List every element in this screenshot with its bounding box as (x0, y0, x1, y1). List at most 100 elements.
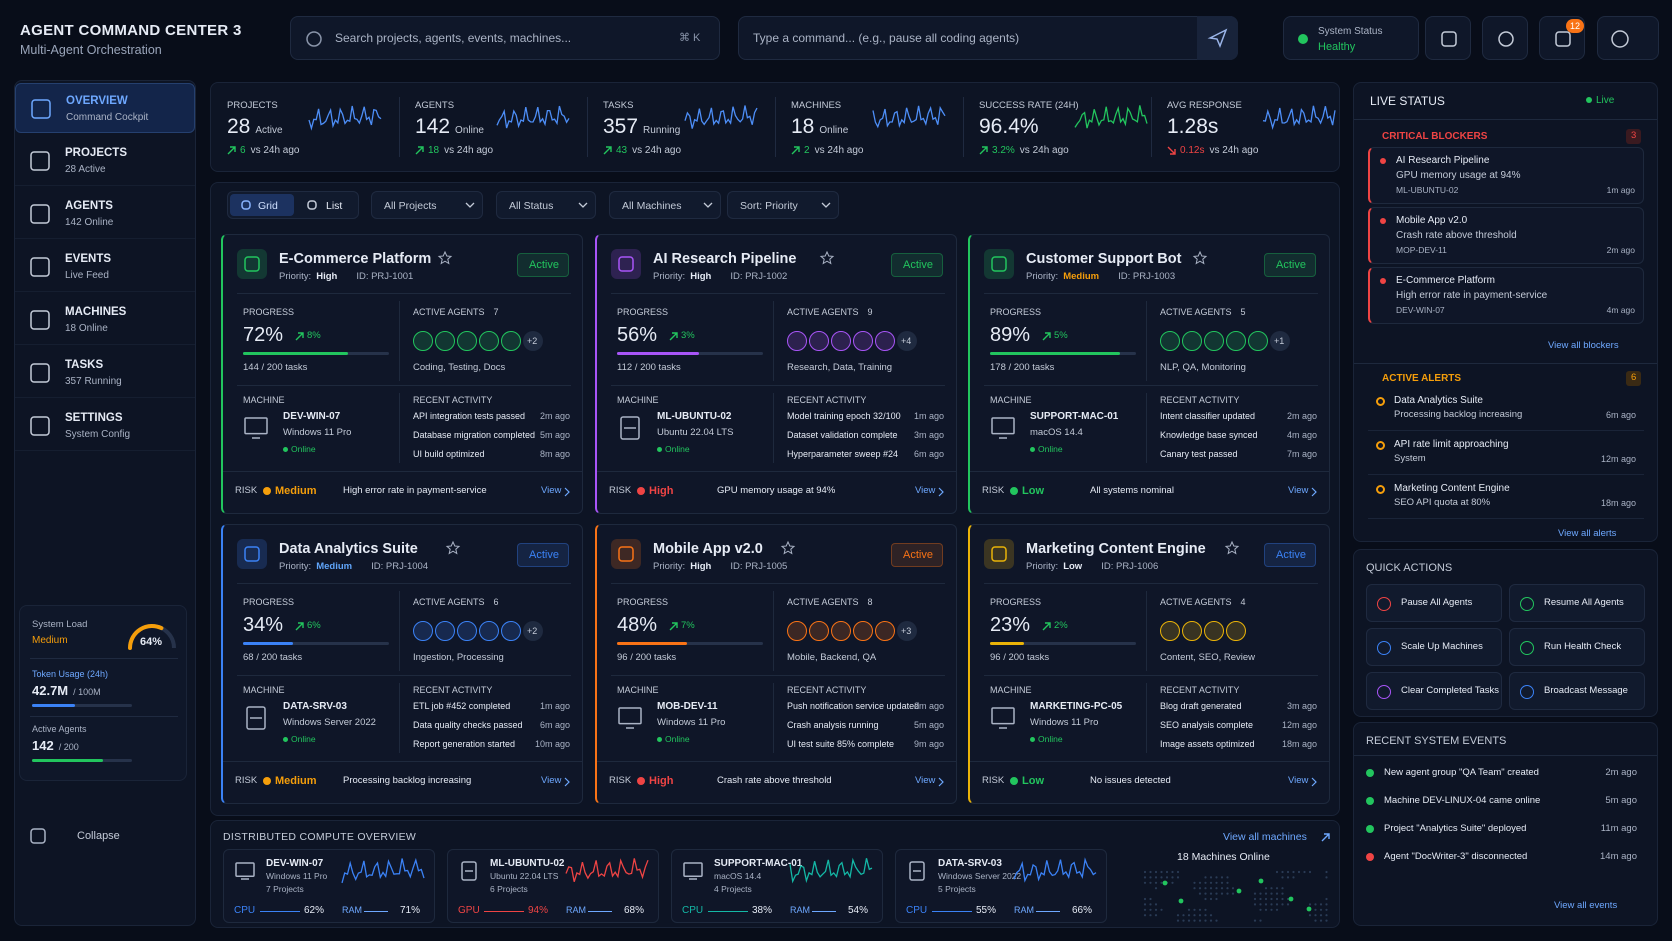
project-card[interactable]: E-Commerce Platform Priority: High ID: PRJ-… (221, 234, 583, 514)
alerts-link[interactable]: View all alerts (1558, 528, 1617, 539)
filter-dropdown[interactable]: All Projects (371, 191, 483, 219)
stat-delta: 3.2% (992, 145, 1015, 156)
machine-card[interactable]: SUPPORT-MAC-01 macOS 14.4 4 Projects CPU 38%… (671, 849, 883, 923)
status-dot (1586, 97, 1592, 103)
activity-label: RECENT ACTIVITY (787, 685, 867, 695)
project-card[interactable]: Mobile App v2.0 Priority: High ID: PRJ-1005… (595, 524, 957, 804)
machine-status: Online (291, 444, 316, 454)
quick-action[interactable]: Clear Completed Tasks (1366, 672, 1502, 710)
nav-item[interactable]: MACHINES 18 Online (15, 295, 195, 345)
risk-label: RISK (982, 775, 1005, 786)
stat-delta-text: vs 24h ago (632, 145, 682, 156)
user-menu[interactable] (1597, 16, 1659, 60)
ram-label: RAM (342, 905, 362, 915)
alert-item[interactable]: API rate limit approaching System 12m ago (1368, 433, 1644, 475)
view-link[interactable]: View (541, 775, 562, 786)
icon-button[interactable] (1482, 16, 1528, 60)
blockers-link[interactable]: View all blockers (1548, 340, 1619, 351)
gauge-label: 64% (140, 636, 163, 648)
quick-action[interactable]: Run Health Check (1509, 628, 1645, 666)
events-link[interactable]: View all events (1554, 900, 1618, 911)
map-dot (1154, 903, 1158, 906)
nav-label: TASKS (65, 359, 104, 371)
map-dot (1220, 881, 1224, 884)
compute-link[interactable]: View all machines (1223, 831, 1307, 843)
divider (773, 683, 774, 753)
filter-dropdown[interactable]: All Machines (609, 191, 721, 219)
icon-shape (1498, 31, 1514, 47)
progress-label: PROGRESS (243, 307, 295, 317)
icon-button[interactable]: 12 (1539, 16, 1585, 60)
project-card[interactable]: Customer Support Bot Priority: Medium ID: P… (968, 234, 1330, 514)
search-shortcut: ⌘ K (679, 32, 701, 44)
priority-label: Priority: (1026, 271, 1059, 282)
view-link[interactable]: View (1288, 485, 1309, 496)
blocker-item[interactable]: AI Research Pipeline GPU memory usage at … (1368, 147, 1644, 204)
machine-location (1178, 898, 1184, 904)
command-box[interactable]: Type a command... (e.g., pause all codin… (738, 16, 1238, 60)
project-card[interactable]: AI Research Pipeline Priority: High ID: PRJ… (595, 234, 957, 514)
status-badge (517, 253, 569, 277)
activity-text: Knowledge base synced (1160, 430, 1258, 440)
alert-item[interactable]: Marketing Content Engine SEO API quota at… (1368, 477, 1644, 519)
filter-dropdown[interactable]: All Status (496, 191, 596, 219)
search-box[interactable]: Search projects, agents, events, machine… (290, 16, 720, 60)
stat-label: SUCCESS RATE (24H) (979, 100, 1079, 111)
icon-shape (461, 861, 477, 881)
machine-card[interactable]: DATA-SRV-03 Windows Server 2022 5 Projects… (895, 849, 1107, 923)
sparkline (872, 105, 946, 129)
map-dot (1182, 919, 1185, 922)
chevron-shape (703, 202, 713, 208)
task-count: 96 / 200 tasks (617, 652, 677, 663)
more-agents-label: +3 (901, 626, 912, 636)
agents-bar (32, 759, 103, 762)
view-link[interactable]: View (541, 485, 562, 496)
icon (307, 200, 317, 210)
blocker-item[interactable]: Mobile App v2.0 Crash rate above threshol… (1368, 207, 1644, 264)
quick-action[interactable]: Pause All Agents (1366, 584, 1502, 622)
blocker-item[interactable]: E-Commerce Platform High error rate in pa… (1368, 267, 1644, 324)
activity-time: 18m ago (1281, 739, 1317, 749)
quick-action[interactable]: Broadcast Message (1509, 672, 1645, 710)
map-dot (1270, 908, 1273, 911)
nav-item[interactable]: AGENTS 142 Online (15, 189, 195, 239)
machine-os: Windows 11 Pro (657, 717, 726, 728)
nav-item[interactable]: OVERVIEW Command Cockpit (15, 83, 195, 133)
view-link[interactable]: View (915, 775, 936, 786)
view-link[interactable]: View (915, 485, 936, 496)
machine-card[interactable]: ML-UBUNTU-02 Ubuntu 22.04 LTS 6 Projects GP… (447, 849, 659, 923)
nav-item[interactable]: PROJECTS 28 Active (15, 136, 195, 186)
send-button[interactable] (1197, 16, 1238, 60)
collapse-button[interactable]: Collapse (29, 825, 179, 849)
icon-shape (620, 416, 640, 440)
alert-item[interactable]: Data Analytics Suite Processing backlog i… (1368, 389, 1644, 431)
machine-location (1236, 888, 1242, 894)
filter-dropdown[interactable]: Sort: Priority (727, 191, 839, 219)
activity-text: Canary test passed (1160, 449, 1238, 459)
machine-status: Online (1038, 734, 1063, 744)
alert-dot (1376, 397, 1385, 406)
project-card[interactable]: Data Analytics Suite Priority: Medium ID: P… (221, 524, 583, 804)
view-link[interactable]: View (1288, 775, 1309, 786)
map-dot (1165, 870, 1169, 874)
icon-button[interactable] (1425, 16, 1471, 60)
machine-status: Online (665, 444, 690, 454)
project-card[interactable]: Marketing Content Engine Priority: Low ID: … (968, 524, 1330, 804)
risk-label: RISK (982, 485, 1005, 496)
alerts-title: ACTIVE ALERTS (1382, 373, 1462, 384)
status-dot (283, 737, 288, 742)
nav-item[interactable]: SETTINGS System Config (15, 401, 195, 451)
grid-toggle[interactable] (230, 194, 294, 216)
machine-card[interactable]: DEV-WIN-07 Windows 11 Pro 7 Projects CPU 62%… (223, 849, 435, 923)
quick-action[interactable]: Resume All Agents (1509, 584, 1645, 622)
blocker-time: 1m ago (1606, 185, 1635, 195)
nav-item[interactable]: TASKS 357 Running (15, 348, 195, 398)
risk-level: High (649, 775, 674, 787)
map-dot (1160, 881, 1163, 884)
progress-bar (243, 642, 293, 645)
progress-trend: 3% (681, 330, 695, 341)
divider (773, 301, 774, 381)
quick-action[interactable]: Scale Up Machines (1366, 628, 1502, 666)
nav-item[interactable]: EVENTS Live Feed (15, 242, 195, 292)
